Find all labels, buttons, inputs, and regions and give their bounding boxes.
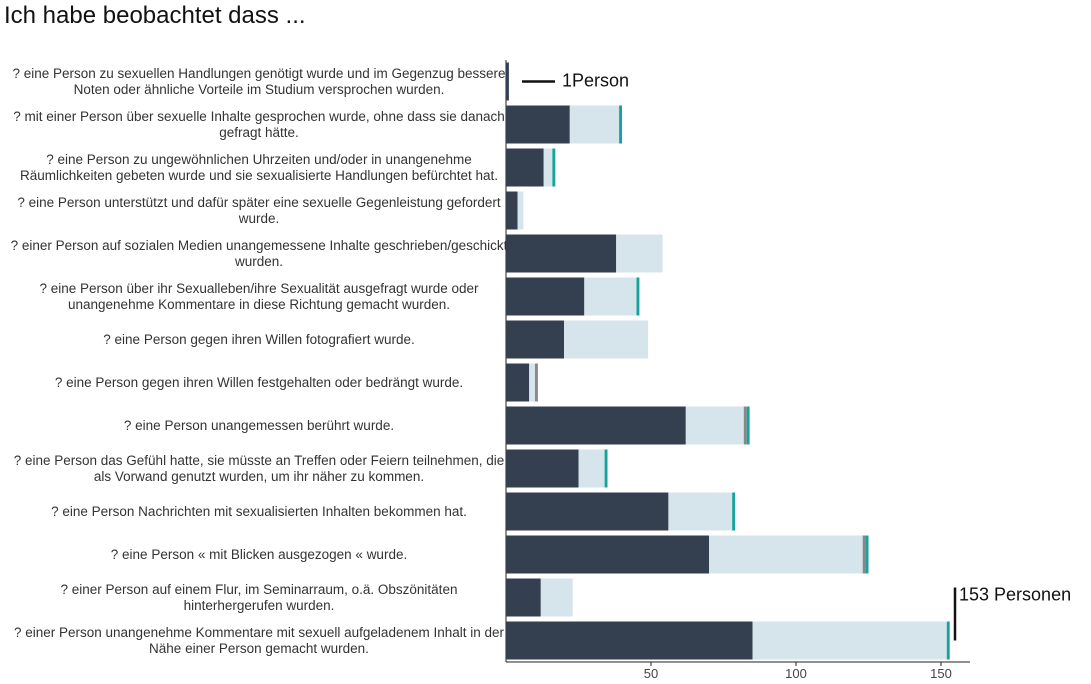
category-label: ? eine Person Nachrichten mit sexualisie… <box>51 503 467 519</box>
bar-segment <box>584 277 637 316</box>
bar-segment <box>619 105 622 144</box>
x-tick-label: 100 <box>785 666 807 681</box>
bar-segment <box>506 363 530 402</box>
bar-segment <box>506 621 753 660</box>
bar-segment <box>506 191 518 230</box>
bar-segment <box>732 492 736 531</box>
bar-segment <box>636 277 640 316</box>
bar-segment <box>506 148 544 187</box>
bar-segment <box>752 621 947 660</box>
category-label: ? eine Person über ihr Sexualleben/ihre … <box>39 280 479 312</box>
x-tick-label: 150 <box>930 666 952 681</box>
bar-segment <box>506 105 570 144</box>
bar-segment <box>743 406 747 445</box>
bar-segment <box>685 406 744 445</box>
bar-segment <box>506 578 541 617</box>
category-label: ? eine Person das Gefühl hatte, sie müss… <box>13 452 505 484</box>
bar-segment <box>709 535 863 574</box>
x-tick-label: 50 <box>644 666 658 681</box>
category-label: ? einer Person unangenehme Kommentare mi… <box>13 624 505 656</box>
category-label: ? eine Person unterstützt und dafür spät… <box>17 194 501 226</box>
chart-title: Ich habe beobachtet dass ... <box>4 2 306 29</box>
bar-segment <box>506 535 709 574</box>
bar-segment <box>517 191 524 230</box>
category-label: ? eine Person gegen ihren Willen fotogra… <box>103 331 415 347</box>
annotation: 1Person <box>562 70 629 90</box>
bar-segment <box>862 535 866 574</box>
bar-segment <box>668 492 733 531</box>
bar-segment <box>506 277 585 316</box>
bar-segment <box>616 234 663 273</box>
bar-segment <box>604 449 608 488</box>
bar-segment <box>506 234 617 273</box>
bar-segment <box>506 406 686 445</box>
bar-segment <box>564 320 649 359</box>
annotation: 153 Personen <box>959 584 1071 604</box>
bar-segment <box>578 449 605 488</box>
category-label: ? eine Person unangemessen berührt wurde… <box>123 417 395 433</box>
category-label: ? einer Person auf sozialen Medien unang… <box>10 237 508 269</box>
category-label: ? eine Person zu sexuellen Handlungen ge… <box>12 65 506 97</box>
bar-segment <box>540 578 573 617</box>
bar-segment <box>746 406 750 445</box>
category-label: ? eine Person gegen ihren Willen festgeh… <box>54 374 464 390</box>
bar-segment <box>506 492 669 531</box>
bar-segment <box>543 148 553 187</box>
category-label: ? einer Person auf einem Flur, im Semina… <box>60 581 458 613</box>
category-label: ? mit einer Person über sexuelle Inhalte… <box>13 108 505 140</box>
bar-segment <box>569 105 620 144</box>
category-label: ? eine Person « mit Blicken ausgezogen «… <box>110 546 408 562</box>
bar-segment <box>535 363 538 402</box>
bar-segment <box>506 449 579 488</box>
bar-segment <box>506 62 509 101</box>
bar-segment <box>529 363 535 402</box>
bar-segment <box>506 320 564 359</box>
bar-segment <box>552 148 556 187</box>
category-label: ? eine Person zu ungewöhnlichen Uhrzeite… <box>19 151 499 183</box>
bar-segment <box>946 621 950 660</box>
bar-segment <box>865 535 869 574</box>
